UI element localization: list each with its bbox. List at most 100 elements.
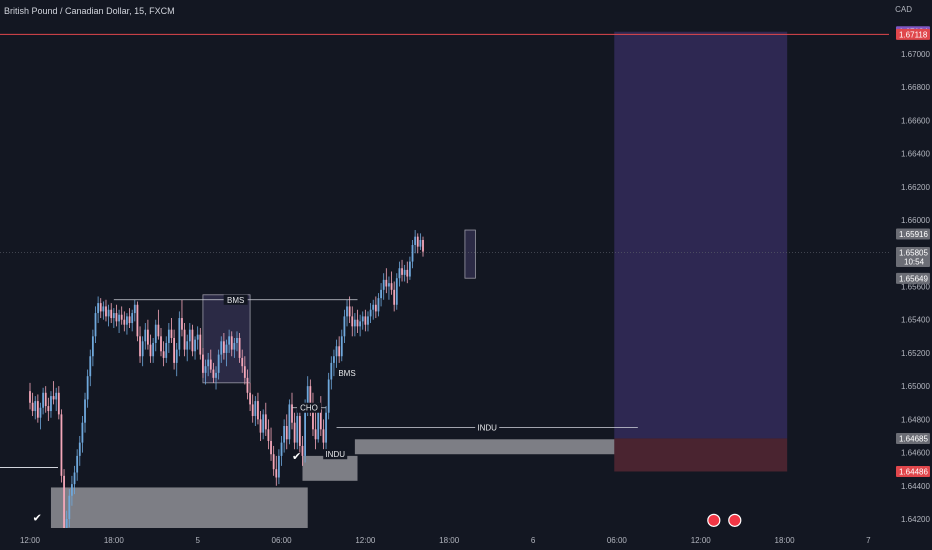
- candle-body: [267, 429, 270, 441]
- y-tick-label: 1.66800: [901, 83, 930, 92]
- candle-body: [39, 407, 42, 418]
- candle-body: [183, 329, 186, 350]
- price-label-text: 1.64685: [899, 434, 928, 443]
- candle-body: [388, 283, 390, 287]
- candle-body: [278, 455, 280, 478]
- x-tick-label: 6: [531, 536, 536, 545]
- zone-order_block-0: [50, 487, 308, 534]
- candle-body: [228, 336, 231, 345]
- zone-target-5: [614, 31, 788, 439]
- event-flag-icon[interactable]: [728, 513, 742, 527]
- candle-body: [126, 316, 128, 325]
- candle-body: [44, 392, 47, 407]
- candle-body: [94, 313, 97, 337]
- candle-body: [225, 344, 228, 353]
- candle-body: [275, 469, 278, 478]
- candle-body: [178, 318, 181, 350]
- candle-body: [312, 409, 314, 430]
- x-tick-label: 18:00: [104, 536, 125, 545]
- candle-body: [65, 519, 68, 533]
- y-tick-label: 1.67000: [901, 50, 930, 59]
- candle-body: [105, 306, 107, 317]
- candle-body: [36, 401, 39, 418]
- candle-body: [31, 402, 34, 412]
- y-tick-label: 1.66600: [901, 116, 930, 125]
- candle-body: [115, 313, 118, 322]
- candle-body: [236, 337, 238, 343]
- candle-body: [264, 414, 267, 430]
- candle-body: [91, 336, 94, 357]
- candle-body: [57, 392, 60, 415]
- candle-body: [217, 354, 220, 373]
- candle-body: [136, 304, 139, 337]
- candle-body: [346, 306, 348, 317]
- y-tick-label: 1.66000: [901, 216, 930, 225]
- candle-body: [191, 329, 194, 352]
- candle-body: [325, 412, 327, 443]
- zone-imbalance-4: [464, 229, 476, 279]
- candle-body: [259, 419, 262, 433]
- candle-body: [63, 475, 65, 533]
- candle-body: [118, 314, 120, 322]
- candle-body: [123, 319, 126, 325]
- candle-body: [204, 366, 207, 373]
- candle-body: [84, 399, 86, 423]
- candle-body: [322, 429, 325, 443]
- candle-body: [309, 386, 312, 410]
- candle-body: [367, 316, 369, 325]
- candle-body: [78, 442, 81, 456]
- candle-body: [246, 377, 249, 393]
- price-label-text: 1.65805: [899, 248, 928, 257]
- candle-body: [306, 386, 309, 407]
- candle-body: [301, 445, 304, 456]
- event-flag-icon[interactable]: [707, 513, 721, 527]
- candle-body: [364, 316, 367, 325]
- x-tick-label: 06:00: [272, 536, 293, 545]
- candle-body: [55, 392, 58, 400]
- candle-body: [29, 391, 31, 403]
- y-tick-label: 1.65600: [901, 283, 930, 292]
- candle-body: [283, 426, 286, 443]
- x-tick-label: 18:00: [439, 536, 460, 545]
- candle-body: [285, 426, 288, 440]
- candle-body: [291, 404, 293, 423]
- candle-body: [212, 369, 215, 378]
- candle-body: [52, 396, 55, 400]
- candle-body: [409, 261, 411, 277]
- checkmark-icon: ✔: [33, 512, 42, 524]
- candle-body: [34, 401, 37, 412]
- x-tick-label: 12:00: [691, 536, 712, 545]
- currency-label: CAD: [895, 5, 912, 14]
- annotation-label-bg: [475, 422, 500, 433]
- candle-body: [298, 416, 301, 446]
- candle-body: [372, 304, 375, 310]
- candle-body: [107, 309, 110, 317]
- candle-body: [196, 334, 199, 340]
- candle-body: [414, 236, 417, 245]
- candle-body: [222, 341, 225, 353]
- candle-body: [112, 313, 115, 319]
- candle-body: [68, 495, 71, 519]
- annotation-label-bg: [297, 402, 322, 413]
- candle-body: [186, 341, 189, 350]
- x-tick-label: 12:00: [20, 536, 41, 545]
- candle-body: [406, 269, 409, 277]
- countdown-text: 10:54: [904, 257, 925, 266]
- candle-body: [220, 341, 223, 355]
- candle-body: [395, 278, 398, 305]
- candle-body: [209, 359, 212, 370]
- candle-body: [181, 318, 183, 330]
- candle-body: [243, 366, 246, 378]
- candle-body: [60, 414, 63, 476]
- candle-body: [304, 406, 306, 456]
- candle-body: [380, 289, 382, 299]
- x-tick-label: 12:00: [355, 536, 376, 545]
- zone-order_block-2: [354, 439, 638, 455]
- candle-body: [167, 329, 170, 343]
- candle-body: [351, 316, 354, 327]
- candle-body: [71, 484, 73, 496]
- candle-body: [293, 422, 296, 443]
- candle-body: [377, 298, 380, 312]
- candle-body: [288, 404, 291, 440]
